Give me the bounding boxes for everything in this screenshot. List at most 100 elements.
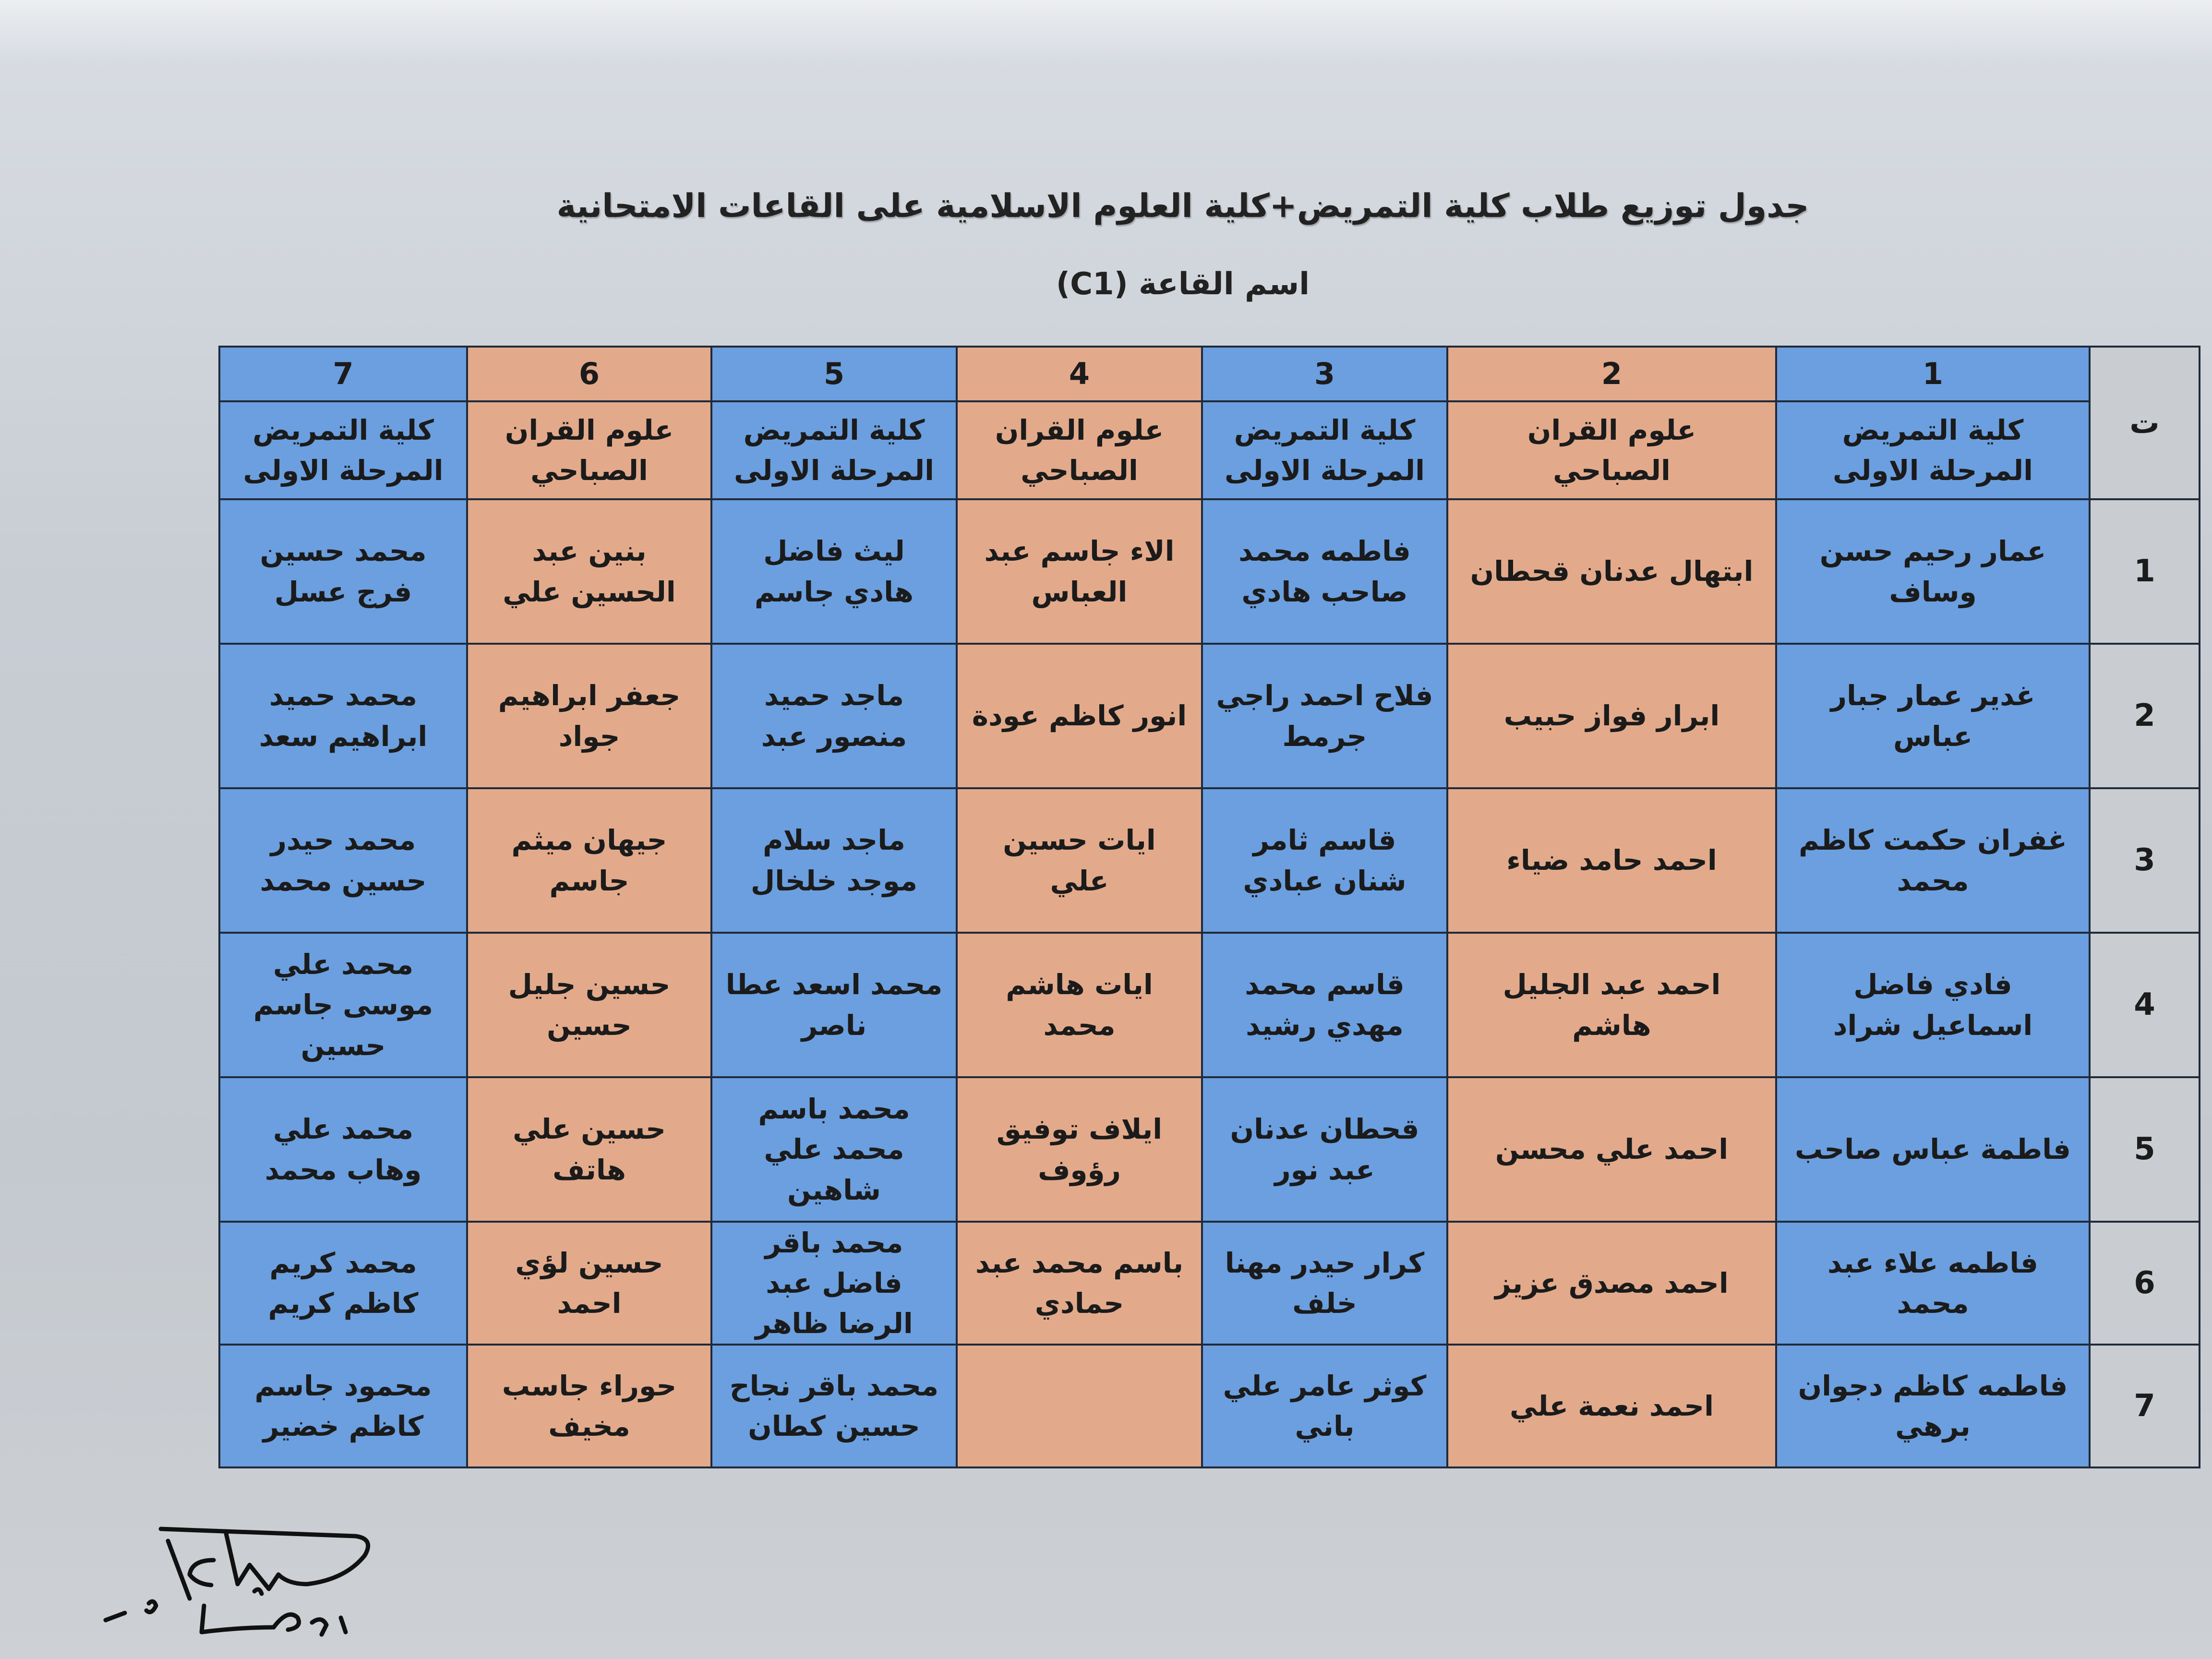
student-name-cell: حوراء جاسب مخيف (466, 1344, 712, 1469)
table-row: 6 فاطمه علاء عبد محمد احمد مصدق عزيز كرار ح… (218, 1220, 2200, 1346)
column-number: 1 (1775, 346, 2091, 402)
table-row: 2 غدير عمار جبار عباس ابرار فواز حبيب فلاح … (218, 643, 2200, 789)
row-index: 7 (2089, 1344, 2200, 1469)
row-index: 3 (2089, 787, 2200, 934)
column-number: 7 (218, 346, 468, 402)
student-name-cell: محمد علي وهاب محمد (218, 1076, 468, 1223)
student-name-cell: فاطمه كاظم دجوان برهي (1775, 1344, 2091, 1469)
student-name-cell: ايات هاشم محمد (956, 932, 1203, 1078)
column-number: 3 (1201, 346, 1448, 402)
student-name-cell: ماجد حميد منصور عبد (710, 643, 958, 789)
table-row: 1 عمار رحيم حسن وساف ابتهال عدنان قحطان فاط… (218, 498, 2200, 645)
college-name: كلية التمريض (1842, 413, 2024, 446)
stage-name: المرحلة الاولى (1832, 454, 2033, 487)
student-name-cell: جيهان ميثم جاسم (466, 787, 712, 934)
column-number: 6 (466, 346, 712, 402)
column-header: علوم القران الصباحي (956, 400, 1203, 500)
column-number: 2 (1446, 346, 1777, 402)
student-name-cell: حسين علي هاتف (466, 1076, 712, 1223)
photo-top-edge (0, 0, 2212, 58)
student-name-cell: محمد باسم محمد علي شاهين (710, 1076, 958, 1223)
student-name-cell: احمد مصدق عزيز (1446, 1220, 1777, 1346)
student-name-cell: فلاح احمد راجي جرمط (1201, 643, 1448, 789)
document-title: جدول توزيع طلاب كلية التمريض+كلية العلوم… (0, 187, 2212, 225)
student-name-cell: محمد حيدر حسين محمد (218, 787, 468, 934)
college-name: علوم القران (505, 413, 674, 446)
stage-name: المرحلة الاولى (243, 454, 444, 487)
column-header: كلية التمريض المرحلة الاولى (1201, 400, 1448, 500)
student-name-cell: ليث فاضل هادي جاسم (710, 498, 958, 645)
college-name: كلية التمريض (743, 413, 925, 446)
student-name-cell: بنين عبد الحسين علي (466, 498, 712, 645)
student-name-cell: حسين لؤي احمد (466, 1220, 712, 1346)
student-name-cell: فادي فاضل اسماعيل شراد (1775, 932, 2091, 1078)
student-name-cell: كوثر عامر علي باني (1201, 1344, 1448, 1469)
student-name-cell: باسم محمد عبد حمادي (956, 1220, 1203, 1346)
row-index: 1 (2089, 498, 2200, 645)
student-name-cell: محمد باقر نجاح حسين كطان (710, 1344, 958, 1469)
student-name-cell: انور كاظم عودة (956, 643, 1203, 789)
student-name-cell: الاء جاسم عبد العباس (956, 498, 1203, 645)
student-name-cell: محمد حسين فرج عسل (218, 498, 468, 645)
student-name-cell: فاطمة عباس صاحب (1775, 1076, 2091, 1223)
table-row: 3 غفران حكمت كاظم محمد احمد حامد ضياء قاسم … (218, 787, 2200, 934)
student-name-cell: غفران حكمت كاظم محمد (1775, 787, 2091, 934)
student-name-cell: فاطمه محمد صاحب هادي (1201, 498, 1448, 645)
stage-name: المرحلة الاولى (733, 454, 935, 487)
row-index: 2 (2089, 643, 2200, 789)
college-name: كلية التمريض (252, 413, 434, 446)
document-title-text: جدول توزيع طلاب كلية التمريض+كلية العلوم… (556, 187, 1809, 225)
stage-name: الصباحي (1021, 454, 1138, 487)
student-name-cell: ايات حسين علي (956, 787, 1203, 934)
student-name-cell: فاطمه علاء عبد محمد (1775, 1220, 2091, 1346)
row-index: 5 (2089, 1076, 2200, 1223)
student-name-cell: ابرار فواز حبيب (1446, 643, 1777, 789)
student-name-cell: محمود جاسم كاظم خضير (218, 1344, 468, 1469)
student-name-cell: ماجد سلام موجد خلخال (710, 787, 958, 934)
seating-table: ت 1 2 3 4 5 6 7 كلية التمريض المرحلة الاولى علوم ا… (218, 346, 2200, 1469)
table-row: 5 فاطمة عباس صاحب احمد علي محسن قحطان عدنان… (218, 1076, 2200, 1223)
college-name: كلية التمريض (1234, 413, 1416, 446)
table-row: 7 فاطمه كاظم دجوان برهي احمد نعمة علي كوثر … (218, 1344, 2200, 1469)
student-name-cell: كرار حيدر مهنا خلف (1201, 1220, 1448, 1346)
stage-name: الصباحي (530, 454, 648, 487)
stage-name: المرحلة الاولى (1224, 454, 1425, 487)
student-name-cell: محمد اسعد عطا ناصر (710, 932, 958, 1078)
column-header: علوم القران الصباحي (466, 400, 712, 500)
column-header: كلية التمريض المرحلة الاولى (218, 400, 468, 500)
student-name-cell: جعفر ابراهيم جواد (466, 643, 712, 789)
student-name-cell: محمد حميد ابراهيم سعد (218, 643, 468, 789)
column-header: كلية التمريض المرحلة الاولى (710, 400, 958, 500)
student-name-cell: محمد باقر فاضل عبد الرضا ظاهر (710, 1220, 958, 1346)
column-header: كلية التمريض المرحلة الاولى (1775, 400, 2091, 500)
student-name-cell: قاسم محمد مهدي رشيد (1201, 932, 1448, 1078)
column-header: علوم القران الصباحي (1446, 400, 1777, 500)
column-header-row: كلية التمريض المرحلة الاولى علوم القران الص… (218, 400, 2200, 500)
student-name-cell: قاسم ثامر شنان عبادي (1201, 787, 1448, 934)
column-number: 5 (710, 346, 958, 402)
table-row: 4 فادي فاضل اسماعيل شراد احمد عبد الجليل ه… (218, 932, 2200, 1078)
signature (103, 1527, 371, 1637)
room-label: اسم القاعة (C1) (0, 266, 2212, 302)
column-number: 4 (956, 346, 1203, 402)
college-name: علوم القران (995, 413, 1164, 446)
student-name-cell: ايلاف توفيق رؤوف (956, 1076, 1203, 1223)
row-index: 6 (2089, 1220, 2200, 1346)
student-name-cell: احمد علي محسن (1446, 1076, 1777, 1223)
row-index: 4 (2089, 932, 2200, 1078)
room-label-text: اسم القاعة (C1) (1056, 266, 1310, 302)
index-header: ت (2089, 346, 2200, 500)
student-name-cell (956, 1344, 1203, 1469)
student-name-cell: حسين جليل حسين (466, 932, 712, 1078)
student-name-cell: احمد نعمة علي (1446, 1344, 1777, 1469)
stage-name: الصباحي (1553, 454, 1671, 487)
student-name-cell: محمد علي موسى جاسم حسين (218, 932, 468, 1078)
student-name-cell: غدير عمار جبار عباس (1775, 643, 2091, 789)
student-name-cell: احمد حامد ضياء (1446, 787, 1777, 934)
student-name-cell: محمد كريم كاظم كريم (218, 1220, 468, 1346)
student-name-cell: ابتهال عدنان قحطان (1446, 498, 1777, 645)
college-name: علوم القران (1527, 413, 1696, 446)
student-name-cell: عمار رحيم حسن وساف (1775, 498, 2091, 645)
student-name-cell: قحطان عدنان عبد نور (1201, 1076, 1448, 1223)
